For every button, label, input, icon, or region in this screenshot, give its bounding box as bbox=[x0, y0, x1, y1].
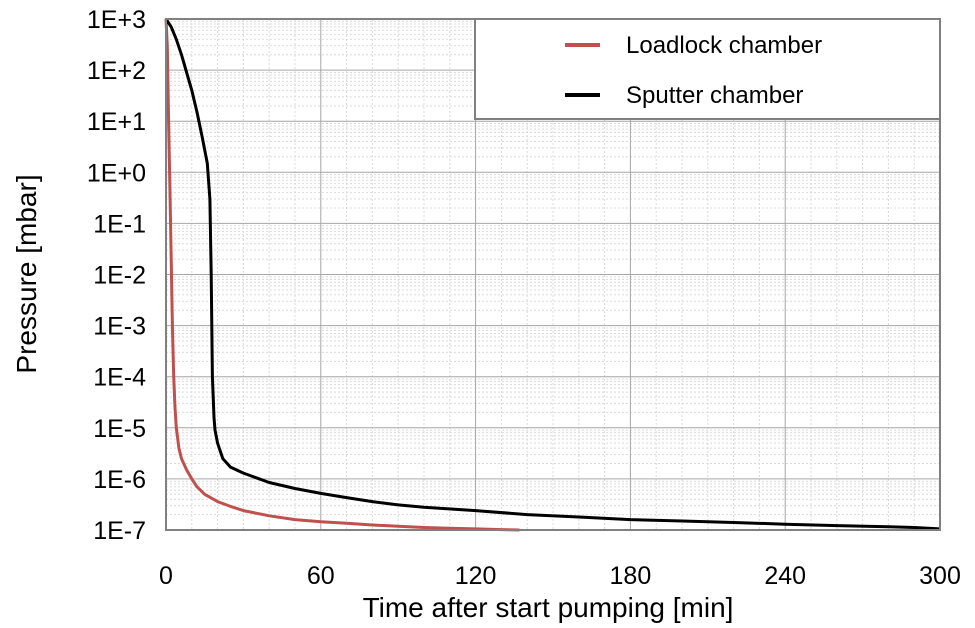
y-tick-label: 1E-1 bbox=[93, 210, 146, 238]
y-tick-label: 1E-3 bbox=[93, 313, 146, 341]
y-tick-label: 1E+0 bbox=[87, 159, 146, 187]
y-tick-label: 1E+3 bbox=[87, 6, 146, 34]
x-tick-label: 0 bbox=[159, 562, 173, 590]
x-tick-label: 120 bbox=[455, 562, 497, 590]
y-tick-label: 1E-6 bbox=[93, 466, 146, 494]
y-tick-label: 1E-2 bbox=[93, 262, 146, 290]
y-tick-label: 1E+1 bbox=[87, 108, 146, 136]
legend-label-loadlock: Loadlock chamber bbox=[626, 32, 822, 59]
x-tick-label: 300 bbox=[919, 562, 961, 590]
series-line-loadlock bbox=[164, 18, 520, 532]
x-axis-tick-labels: 0 60 120 180 240 300 bbox=[159, 562, 961, 590]
legend: Loadlock chamber Sputter chamber bbox=[474, 18, 941, 120]
x-axis-title: Time after start pumping [min] bbox=[363, 592, 734, 623]
y-tick-label: 1E+2 bbox=[87, 57, 146, 85]
x-tick-label: 60 bbox=[307, 562, 335, 590]
y-tick-label: 1E-4 bbox=[93, 364, 146, 392]
y-axis-title: Pressure [mbar] bbox=[11, 174, 42, 373]
y-tick-label: 1E-7 bbox=[93, 517, 146, 545]
x-tick-label: 240 bbox=[764, 562, 806, 590]
series-line-sputter bbox=[164, 18, 941, 531]
legend-label-sputter: Sputter chamber bbox=[626, 82, 803, 109]
legend-box bbox=[474, 18, 941, 120]
series-lines bbox=[164, 18, 941, 532]
y-tick-label: 1E-5 bbox=[93, 415, 146, 443]
x-tick-label: 180 bbox=[610, 562, 652, 590]
y-axis-tick-labels: 1E-7 1E-6 1E-5 1E-4 1E-3 1E-2 1E-1 1E+0 1E+1 1E+2… bbox=[87, 6, 146, 545]
